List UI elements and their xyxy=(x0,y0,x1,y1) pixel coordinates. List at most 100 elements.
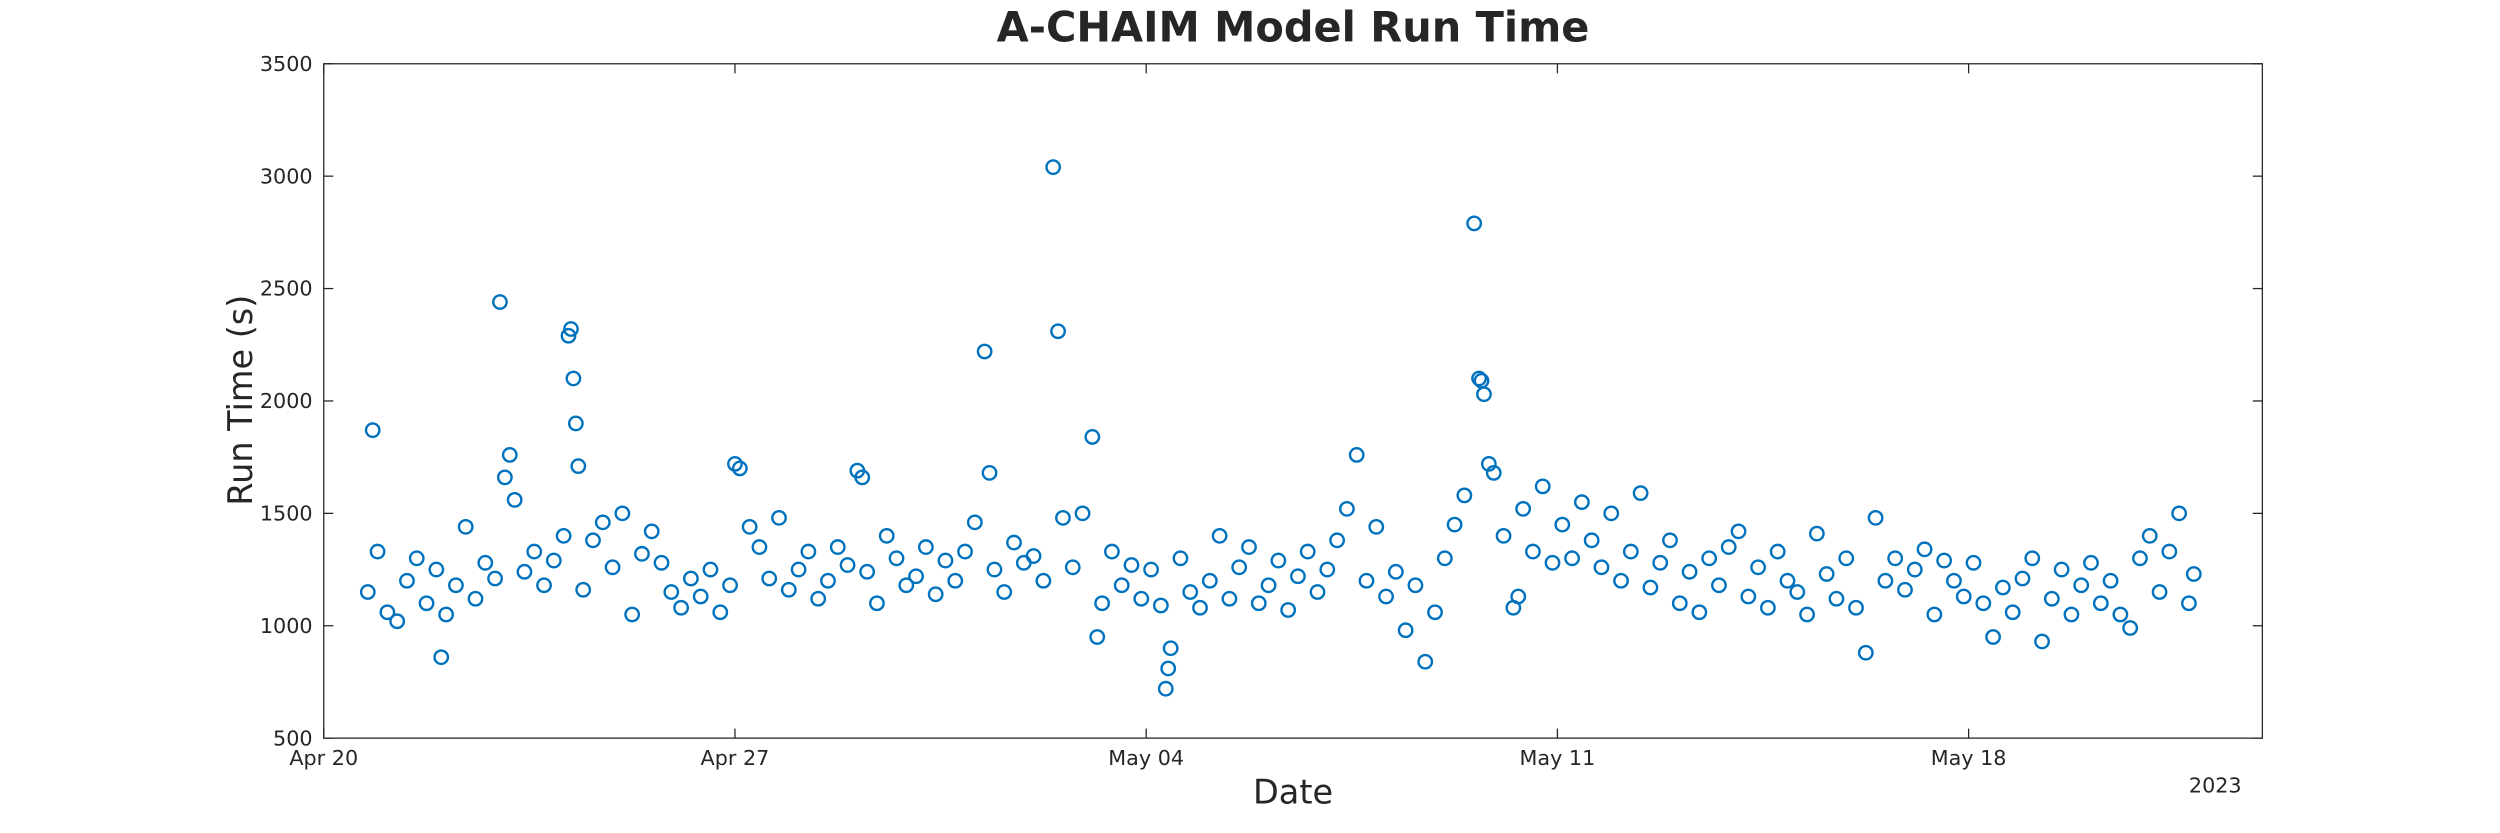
data-point xyxy=(536,577,552,594)
x-tick-label: May 11 xyxy=(1520,746,1596,770)
data-point xyxy=(800,543,817,560)
data-point xyxy=(1280,602,1297,618)
data-point xyxy=(731,460,748,477)
data-point xyxy=(545,552,562,569)
data-point xyxy=(1368,518,1385,535)
data-point xyxy=(1319,561,1336,578)
y-tick-label: 3000 xyxy=(260,164,313,188)
data-point xyxy=(1877,572,1894,589)
data-point xyxy=(2122,620,2139,636)
data-point xyxy=(1055,509,1071,526)
data-point xyxy=(1887,550,1904,567)
data-point xyxy=(1358,572,1375,589)
data-point xyxy=(1554,516,1571,533)
data-point xyxy=(2083,554,2099,571)
data-point xyxy=(976,343,993,360)
data-point xyxy=(467,590,484,607)
data-point xyxy=(1192,599,1208,616)
data-point xyxy=(1035,572,1052,589)
data-point xyxy=(780,581,797,598)
data-point xyxy=(1162,640,1179,657)
data-point xyxy=(2092,595,2109,612)
data-point xyxy=(1270,552,1287,569)
data-point xyxy=(1446,516,1463,533)
data-point xyxy=(575,581,592,598)
data-point xyxy=(1339,500,1355,517)
data-point xyxy=(1094,595,1111,612)
data-point xyxy=(908,568,924,585)
data-point xyxy=(1691,604,1708,621)
data-point xyxy=(1241,539,1257,555)
data-point xyxy=(2043,590,2060,607)
data-point xyxy=(1867,509,1884,526)
data-point xyxy=(492,294,508,310)
data-point xyxy=(560,327,577,344)
data-point xyxy=(1427,604,1443,621)
data-point xyxy=(692,588,709,605)
data-point xyxy=(2181,595,2197,612)
data-point xyxy=(1769,543,1786,560)
x-year-label: 2023 xyxy=(2189,773,2242,797)
data-point xyxy=(1730,523,1747,540)
x-tick-label: May 04 xyxy=(1108,746,1184,770)
y-axis-label: Run Time (s) xyxy=(221,295,260,506)
data-point xyxy=(1143,561,1159,578)
data-point xyxy=(1417,653,1434,670)
data-point xyxy=(1290,568,1306,585)
data-point xyxy=(898,577,915,594)
data-point xyxy=(1045,159,1062,176)
data-point xyxy=(604,559,621,576)
data-point xyxy=(1221,590,1238,607)
data-point xyxy=(2132,550,2148,567)
y-tick-label: 3500 xyxy=(260,52,313,76)
data-point xyxy=(634,545,650,562)
data-point xyxy=(555,527,572,544)
data-point xyxy=(1089,629,1106,645)
data-point xyxy=(1799,606,1815,623)
data-point xyxy=(1182,584,1199,600)
x-axis-label: Date xyxy=(1253,773,1333,812)
data-point xyxy=(1593,559,1610,576)
data-point xyxy=(389,613,406,630)
data-point xyxy=(1965,554,1982,571)
data-point xyxy=(1652,554,1669,571)
data-point xyxy=(433,649,450,666)
data-point xyxy=(418,595,435,612)
data-point xyxy=(1064,559,1081,576)
data-point xyxy=(1955,588,1972,605)
data-point xyxy=(501,447,518,463)
data-point xyxy=(2102,572,2119,589)
data-point xyxy=(1613,572,1629,589)
data-point xyxy=(1750,559,1767,576)
data-point xyxy=(1250,595,1267,612)
data-point xyxy=(2171,505,2188,522)
data-point xyxy=(1480,456,1497,472)
data-point xyxy=(1946,572,1962,589)
data-point xyxy=(683,570,699,587)
data-point xyxy=(854,469,871,486)
data-point xyxy=(712,604,729,621)
data-point xyxy=(457,518,474,535)
data-point xyxy=(1025,548,1042,564)
data-point xyxy=(927,586,944,603)
data-point xyxy=(1926,606,1943,623)
data-point xyxy=(878,527,895,544)
data-point xyxy=(947,572,964,589)
data-point xyxy=(1211,527,1228,544)
data-point xyxy=(1104,543,1120,560)
data-point xyxy=(1050,323,1066,340)
data-point xyxy=(2185,566,2202,582)
data-point xyxy=(1160,660,1177,677)
data-point xyxy=(653,554,670,571)
data-point xyxy=(1456,487,1473,504)
data-point xyxy=(790,561,807,578)
data-point xyxy=(1985,629,2001,645)
data-point xyxy=(966,514,983,531)
data-point xyxy=(570,458,587,475)
y-tick-label: 500 xyxy=(273,726,313,750)
data-point xyxy=(1084,429,1101,445)
data-point xyxy=(1387,563,1404,580)
data-point xyxy=(1671,595,1688,612)
data-point xyxy=(986,561,1003,578)
